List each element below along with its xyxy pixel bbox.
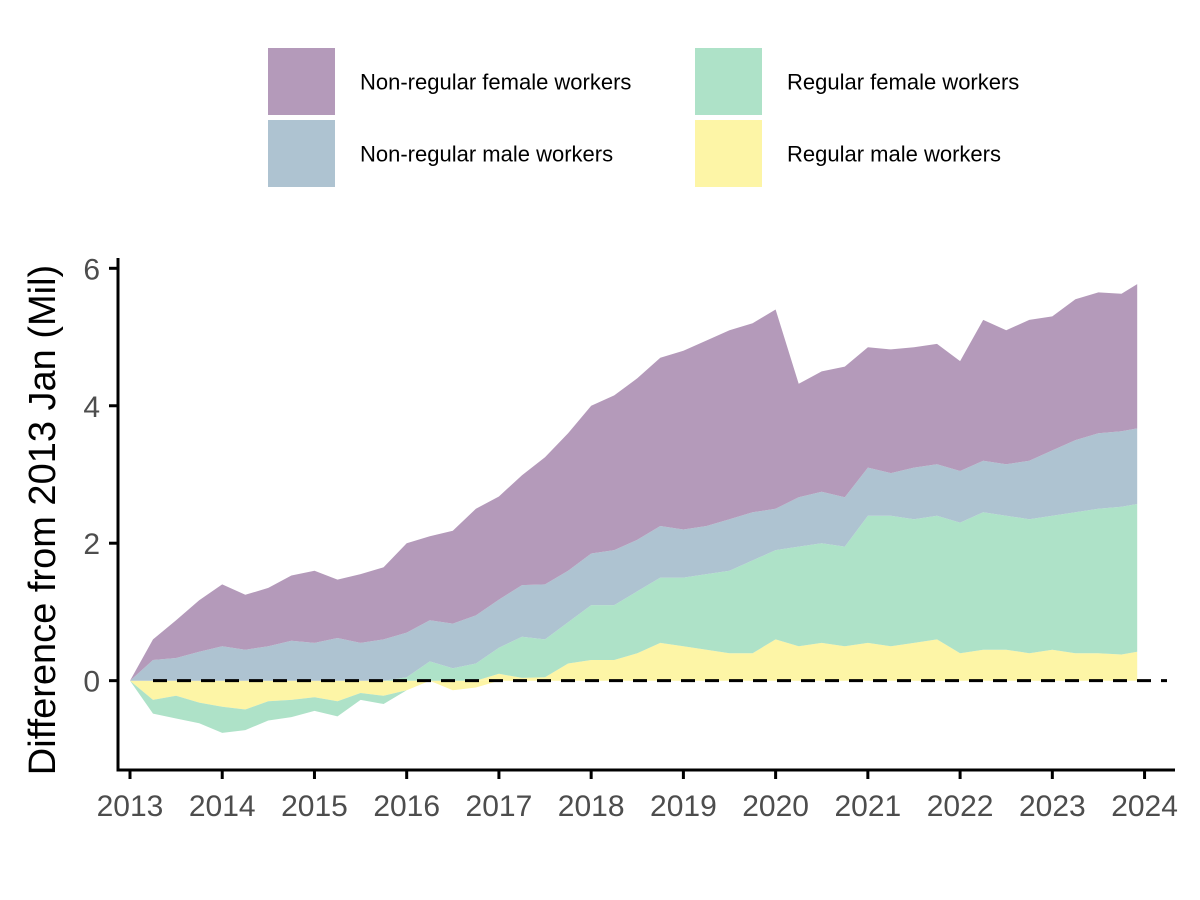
y-axis-ticks: 0 2 4 6 [83,253,118,699]
x-tick-label: 2018 [558,790,625,823]
legend: Non-regular female workers Regular female… [268,48,1019,187]
x-tick-label: 2023 [1019,790,1086,823]
y-tick-label: 4 [83,391,100,424]
x-tick-label: 2024 [1111,790,1178,823]
x-tick-label: 2020 [742,790,809,823]
area-non-regular-female-workers-positive [130,284,1138,681]
legend-key-regular-male-workers [695,120,762,187]
area-non-regular-male-workers-positive [130,428,1138,681]
legend-key-non-regular-female-workers [268,48,335,115]
x-tick-label: 2016 [373,790,440,823]
x-tick-label: 2015 [281,790,348,823]
area-regular-female-workers-positive [130,504,1138,681]
area-regular-male-workers-positive [130,639,1138,681]
legend-label-regular-male-workers: Regular male workers [787,142,1001,167]
area-regular-male-workers-negative [130,680,1138,710]
x-axis-ticks: 2013 2014 2015 2016 2017 2018 2019 2020 2021 2022… [97,770,1178,823]
legend-key-regular-female-workers [695,48,762,115]
y-axis-title: Difference from 2013 Jan (Mil) [22,265,64,775]
x-tick-label: 2013 [97,790,164,823]
chart-areas [130,284,1138,733]
x-tick-label: 2017 [466,790,533,823]
y-tick-label: 6 [83,253,100,286]
x-tick-label: 2019 [650,790,717,823]
x-tick-label: 2022 [927,790,994,823]
legend-label-regular-female-workers: Regular female workers [787,70,1019,95]
legend-label-non-regular-female-workers: Non-regular female workers [360,70,631,95]
y-tick-label: 0 [83,666,100,699]
x-tick-label: 2014 [189,790,256,823]
legend-key-non-regular-male-workers [268,120,335,187]
area-regular-female-workers-negative [130,680,1138,733]
y-tick-label: 2 [83,528,100,561]
x-tick-label: 2021 [834,790,901,823]
legend-label-non-regular-male-workers: Non-regular male workers [360,142,613,167]
